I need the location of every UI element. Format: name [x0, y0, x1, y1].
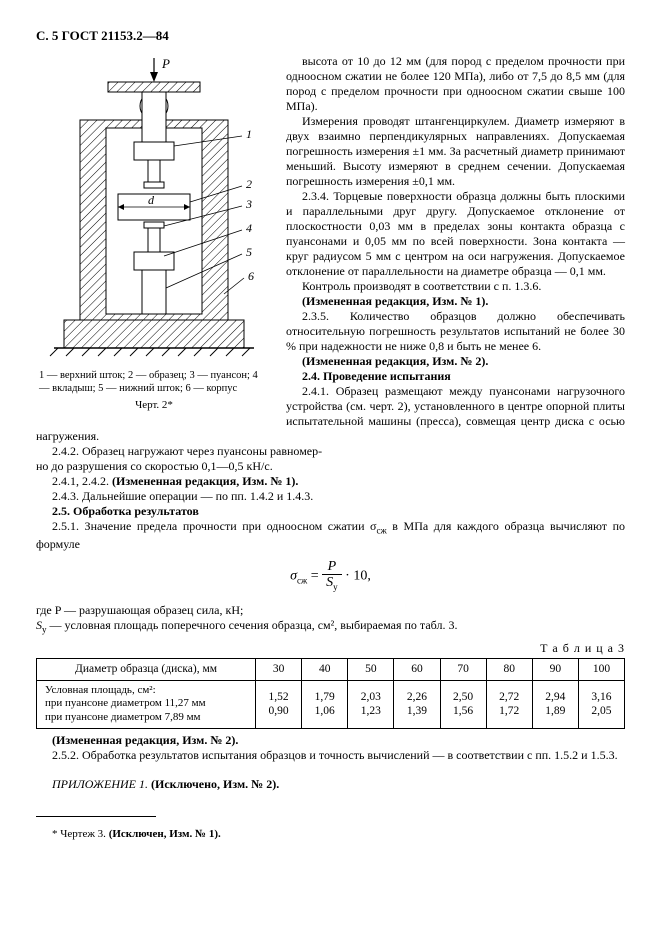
page: С. 5 ГОСТ 21153.2—84 P [0, 0, 661, 936]
v: 1,56 [453, 705, 473, 717]
where-block: где P — разрушающая образец сила, кН; Sу… [36, 603, 625, 636]
para: 2.5.1. Значение предела прочности при од… [36, 519, 625, 552]
callout-2: 2 [246, 177, 252, 191]
where-p: где P — разрушающая образец сила, кН; [36, 603, 625, 618]
v: 1,79 [315, 691, 335, 703]
footnote-rule [36, 816, 156, 817]
label-b: при пуансоне диаметром 11,27 мм [45, 697, 206, 709]
callout-1: 1 [246, 127, 252, 141]
th-col: 70 [440, 659, 486, 680]
sub: сж [377, 526, 387, 536]
figure-caption: Черт. 2* [36, 399, 272, 413]
page-header: С. 5 ГОСТ 21153.2—84 [36, 28, 625, 44]
label-c: при пуансоне диаметром 7,89 мм [45, 711, 201, 723]
para: 2.5.2. Обработка результатов испытания о… [36, 748, 625, 763]
v: 0,90 [269, 705, 289, 717]
th-col: 80 [486, 659, 532, 680]
figure-drawing: P d [44, 54, 264, 364]
para: 2.5. Обработка результатов [36, 504, 625, 519]
table-3: Диаметр образца (диска), мм 30 40 50 60 … [36, 658, 625, 729]
callout-5: 5 [246, 245, 252, 259]
th-col: 50 [348, 659, 394, 680]
numerator: P [322, 560, 342, 575]
footnote: * Чертеж 3. (Исключен, Изм. № 1). [36, 828, 625, 842]
v: 2,26 [407, 691, 427, 703]
v: 1,23 [361, 705, 381, 717]
callout-4: 4 [246, 221, 252, 235]
formula: σсж = PSу · 10, [36, 560, 625, 593]
v: 1,72 [499, 705, 519, 717]
th-header: Диаметр образца (диска), мм [37, 659, 256, 680]
td: 3,16 2,05 [578, 680, 624, 728]
v: 2,50 [453, 691, 473, 703]
den-sub: у [333, 582, 338, 592]
td-label: Условная площадь, см²: при пуансоне диам… [37, 680, 256, 728]
where-s: Sу — условная площадь поперечного сечени… [36, 618, 625, 636]
v: 2,72 [499, 691, 519, 703]
th-col: 90 [532, 659, 578, 680]
label-a: Условная площадь, см²: [45, 684, 156, 696]
sigma: σ [290, 568, 297, 583]
th-col: 60 [394, 659, 440, 680]
para: 2.4.3. Дальнейшие операции — по пп. 1.4.… [36, 489, 625, 504]
v: 1,39 [407, 705, 427, 717]
body-text-2: но до разрушения со скоростью 0,1—0,5 кН… [36, 459, 625, 552]
v: 1,52 [269, 691, 289, 703]
label-p: P [161, 56, 170, 71]
para: 2.4.1, 2.4.2. (Измененная редакция, Изм.… [36, 474, 625, 489]
v: 2,05 [591, 705, 611, 717]
bold-span: (Измененная редакция, Изм. № 1). [112, 474, 298, 488]
v: 1,06 [315, 705, 335, 717]
figure-legend: 1 — верхний шток; 2 — образец; 3 — пуанс… [39, 370, 269, 395]
para: но до разрушения со скоростью 0,1—0,5 кН… [36, 459, 625, 474]
table-label: Т а б л и ц а 3 [36, 641, 625, 656]
v: 1,89 [545, 705, 565, 717]
eq: = [307, 568, 322, 583]
th-col: 30 [256, 659, 302, 680]
figure-block: P d [36, 54, 272, 417]
table-block: Т а б л и ц а 3 Диаметр образца (диска),… [36, 641, 625, 729]
callout-6: 6 [248, 269, 254, 283]
td: 1,52 0,90 [256, 680, 302, 728]
text: 2.5.1. Значение предела прочности при од… [52, 519, 377, 533]
mult: · 10, [342, 568, 371, 583]
td: 2,72 1,72 [486, 680, 532, 728]
para: 2.4.2. Образец нагружают через пуансоны … [36, 444, 625, 459]
v: 2,94 [545, 691, 565, 703]
th-col: 100 [578, 659, 624, 680]
table-row: Диаметр образца (диска), мм 30 40 50 60 … [37, 659, 625, 680]
th-col: 40 [302, 659, 348, 680]
fraction: PSу [322, 560, 342, 593]
after-table: (Измененная редакция, Изм. № 2). 2.5.2. … [36, 733, 625, 792]
td: 2,26 1,39 [394, 680, 440, 728]
v: 3,16 [591, 691, 611, 703]
para: (Измененная редакция, Изм. № 2). [36, 733, 625, 748]
callout-3: 3 [245, 197, 252, 211]
td: 2,50 1,56 [440, 680, 486, 728]
td: 2,03 1,23 [348, 680, 394, 728]
label-d: d [148, 193, 155, 207]
denominator: Sу [322, 575, 342, 593]
table-row: Условная площадь, см²: при пуансоне диам… [37, 680, 625, 728]
td: 1,79 1,06 [302, 680, 348, 728]
appendix-line: ПРИЛОЖЕНИЕ 1. (Исключено, Изм. № 2). [36, 777, 625, 792]
td: 2,94 1,89 [532, 680, 578, 728]
v: 2,03 [361, 691, 381, 703]
sigma-sub: сж [297, 575, 307, 585]
